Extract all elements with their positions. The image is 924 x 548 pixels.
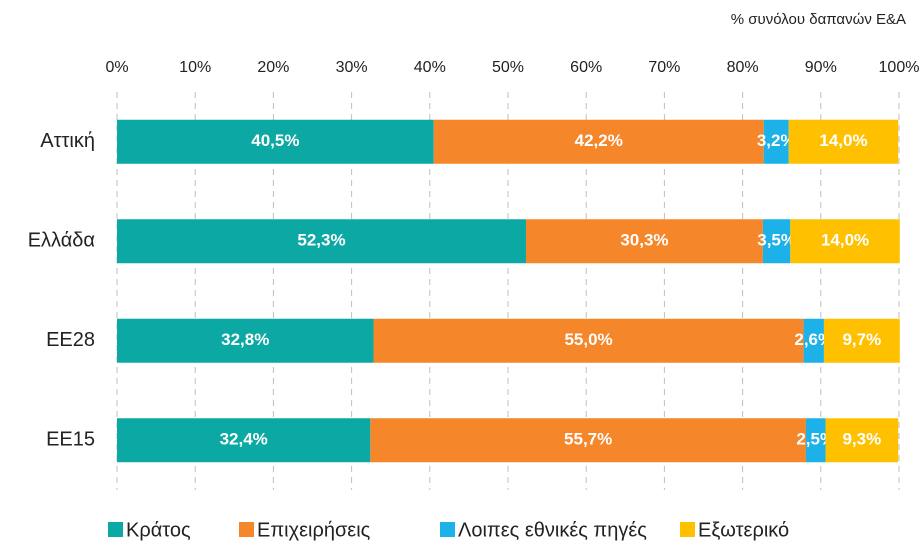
value-label: 9,3% [842,430,881,449]
x-tick-label: 70% [648,59,680,76]
x-tick-label: 30% [336,59,368,76]
bar-segment [525,219,763,264]
x-tick-label: 0% [105,59,128,76]
x-tick-label: 20% [257,59,289,76]
bar-segment [805,418,826,463]
value-label: 52,3% [297,231,345,250]
bar-segment [433,119,764,164]
legend-swatch [440,522,455,537]
bar-segment [763,119,789,164]
legend-label: Κράτος [126,519,191,541]
x-tick-label: 80% [727,59,759,76]
axis-label: % συνόλου δαπανών Ε&Α [731,11,906,28]
bar-segment [117,318,374,363]
value-label: 14,0% [821,231,869,250]
x-tick-label: 40% [414,59,446,76]
x-tick-label: 10% [179,59,211,76]
value-label: 14,0% [819,131,867,150]
value-label: 9,7% [842,330,881,349]
legend-label: Λοιπες εθνικές πηγές [458,519,647,541]
x-tick-label: 50% [492,59,524,76]
bar-segment [373,318,804,363]
legend-label: Επιχειρήσεις [257,519,371,541]
bar-segment [823,318,900,363]
legend-swatch [108,522,123,537]
bar-segment [825,418,899,463]
value-label: 40,5% [251,131,299,150]
value-label: 32,8% [221,330,269,349]
value-label: 55,7% [564,430,612,449]
x-tick-label: 60% [570,59,602,76]
bar-segment [790,219,900,264]
bar-segment [117,119,434,164]
bar-segment [370,418,806,463]
x-tick-label: 100% [879,59,920,76]
legend-label: Εξωτερικό [698,519,789,541]
value-label: 55,0% [564,330,612,349]
bar-segment [803,318,824,363]
bar-segment [117,219,526,264]
value-label: 2,6% [794,330,833,349]
y-tick-label: ΕΕ28 [46,329,95,351]
value-label: 32,4% [220,430,268,449]
y-tick-label: Αττική [40,130,95,152]
bar-segment [117,418,371,463]
legend-swatch [680,522,695,537]
value-label: 30,3% [620,231,668,250]
value-label: 42,2% [575,131,623,150]
legend-swatch [239,522,254,537]
x-tick-label: 90% [805,59,837,76]
value-label: 3,2% [757,131,796,150]
bar-segment [762,219,791,264]
y-tick-label: Ελλάδα [28,230,95,252]
value-label: 2,5% [796,430,835,449]
y-tick-label: ΕΕ15 [46,429,95,451]
bar-segment [788,119,899,164]
value-label: 3,5% [757,231,796,250]
